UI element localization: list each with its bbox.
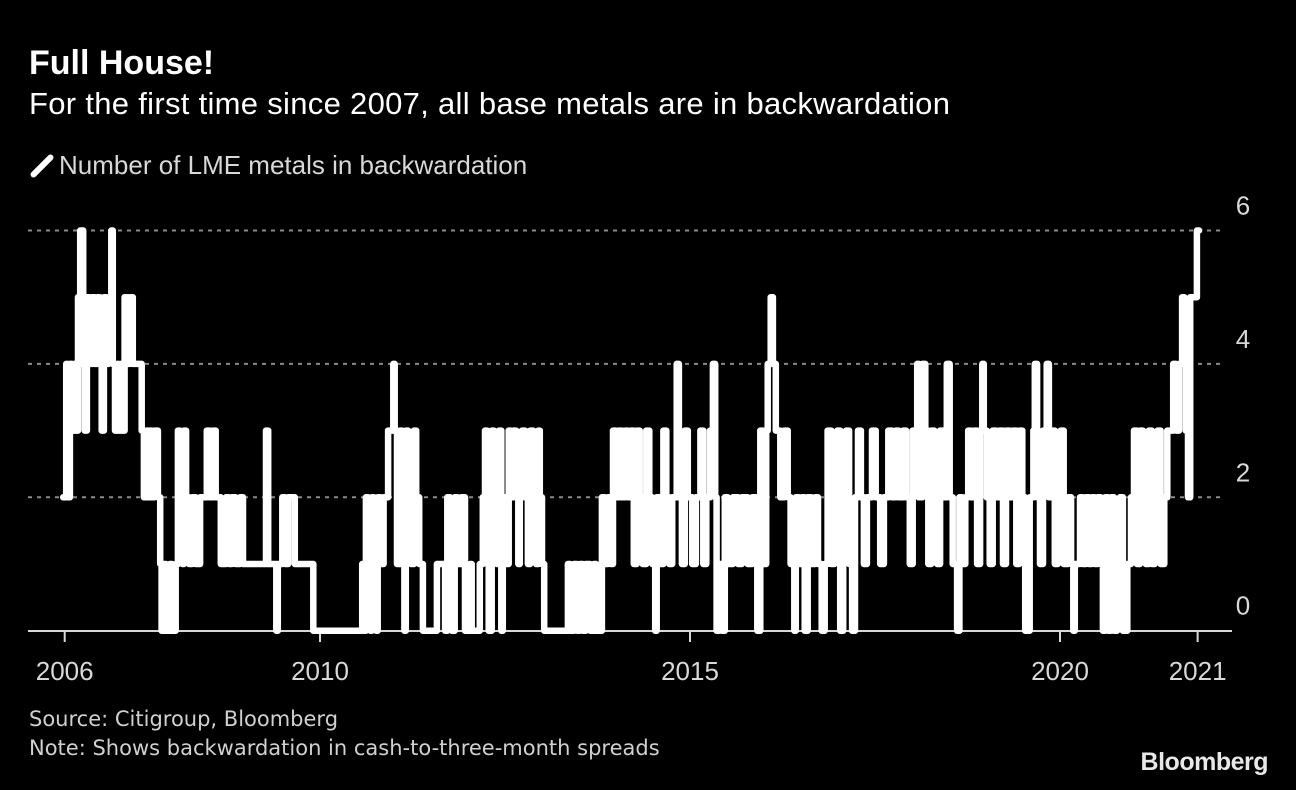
x-tick-label: 2021 (1169, 656, 1227, 686)
legend-label: Number of LME metals in backwardation (59, 150, 528, 180)
x-tick-label: 2010 (291, 656, 349, 686)
series-line (59, 227, 1203, 634)
footnote: Note: Shows backwardation in cash-to-thr… (29, 736, 660, 760)
source-note: Source: Citigroup, Bloomberg (29, 707, 339, 731)
x-tick-label: 2015 (661, 656, 719, 686)
y-tick-label: 2 (1236, 457, 1250, 487)
chart-title: Full House! (29, 44, 215, 82)
chart-subtitle: For the first time since 2007, all base … (29, 86, 951, 121)
legend: Number of LME metals in backwardation (29, 150, 527, 181)
y-tick-label: 6 (1236, 191, 1250, 221)
x-tick-label: 2020 (1031, 656, 1089, 686)
y-tick-label: 0 (1236, 591, 1250, 621)
bloomberg-logo: Bloomberg (1140, 748, 1269, 776)
x-tick-label: 2006 (36, 656, 94, 686)
y-tick-label: 4 (1236, 324, 1250, 354)
